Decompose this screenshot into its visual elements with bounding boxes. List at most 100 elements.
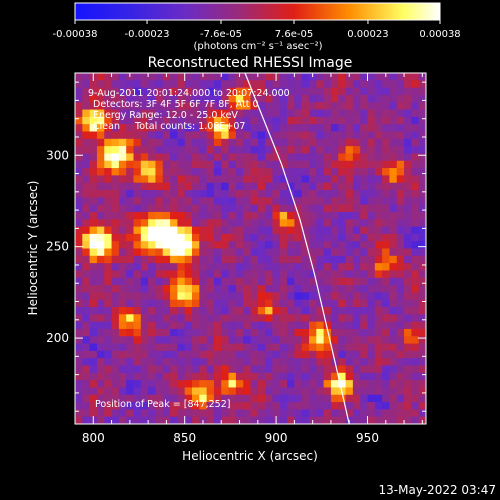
heatmap-cell — [352, 343, 361, 352]
heatmap-cell — [162, 146, 171, 155]
heatmap-cell — [228, 402, 237, 410]
heatmap-cell — [228, 328, 237, 337]
heatmap-cell — [367, 328, 376, 337]
heatmap-cell — [323, 270, 332, 279]
heatmap-cell — [221, 233, 230, 242]
heatmap-cell — [338, 226, 347, 235]
heatmap-cell — [148, 394, 157, 403]
heatmap-cell — [104, 80, 113, 89]
heatmap-cell — [89, 387, 98, 396]
heatmap-cell — [162, 255, 171, 264]
heatmap-cell — [199, 109, 208, 118]
heatmap-cell — [243, 124, 252, 133]
heatmap-cell — [338, 153, 347, 162]
heatmap-cell — [118, 307, 127, 315]
heatmap-cell — [104, 292, 113, 301]
heatmap-cell — [140, 416, 149, 424]
heatmap-cell — [316, 219, 325, 228]
heatmap-cell — [374, 343, 383, 352]
heatmap-cell — [140, 153, 149, 162]
heatmap-cell — [352, 270, 361, 279]
heatmap-cell — [148, 336, 157, 345]
heatmap-cell — [287, 175, 295, 184]
heatmap-cell — [82, 226, 91, 235]
heatmap-cell — [330, 380, 339, 389]
heatmap-cell — [250, 321, 259, 330]
heatmap-cell — [411, 343, 420, 352]
heatmap-cell — [192, 197, 200, 206]
heatmap-cell — [279, 328, 288, 337]
heatmap-cell — [418, 277, 426, 286]
heatmap-cell — [118, 190, 127, 198]
heatmap-cell — [75, 226, 83, 235]
heatmap-cell — [118, 409, 127, 418]
heatmap-cell — [162, 87, 171, 96]
heatmap-cell — [228, 241, 237, 250]
heatmap-cell — [184, 277, 193, 286]
x-axis-label: Heliocentric X (arcsec) — [182, 449, 318, 463]
heatmap-cell — [279, 409, 288, 418]
heatmap-cell — [213, 116, 222, 125]
heatmap-cell — [404, 292, 412, 301]
heatmap-cell — [338, 182, 347, 191]
heatmap-cell — [148, 299, 157, 308]
heatmap-cell — [184, 365, 193, 374]
heatmap-cell — [133, 314, 142, 323]
heatmap-cell — [360, 102, 369, 111]
heatmap-cell — [162, 241, 171, 250]
heatmap-cell — [170, 314, 178, 323]
heatmap-cell — [133, 131, 142, 140]
heatmap-cell — [118, 380, 127, 389]
heatmap-cell — [367, 204, 376, 213]
heatmap-cell — [345, 102, 354, 111]
heatmap-cell — [206, 277, 215, 286]
heatmap-cell — [404, 94, 412, 103]
heatmap-cell — [389, 263, 398, 272]
heatmap-cell — [352, 350, 361, 359]
heatmap-cell — [155, 73, 164, 81]
heatmap-cell — [177, 116, 186, 125]
heatmap-cell — [213, 299, 222, 308]
heatmap-cell — [382, 138, 391, 147]
heatmap-cell — [257, 299, 266, 308]
heatmap-cell — [374, 328, 383, 337]
heatmap-cell — [213, 277, 222, 286]
heatmap-cell — [374, 285, 383, 293]
heatmap-cell — [272, 314, 281, 323]
heatmap-cell — [396, 226, 405, 235]
heatmap-cell — [155, 102, 164, 111]
heatmap-cell — [265, 233, 274, 242]
heatmap-cell — [294, 416, 303, 424]
heatmap-cell — [184, 299, 193, 308]
heatmap-cell — [338, 241, 347, 250]
heatmap-cell — [221, 138, 230, 147]
heatmap-cell — [352, 402, 361, 410]
heatmap-cell — [272, 336, 281, 345]
heatmap-cell — [155, 350, 164, 359]
heatmap-cell — [389, 87, 398, 96]
heatmap-cell — [140, 168, 149, 176]
heatmap-cell — [404, 372, 412, 381]
heatmap-cell — [192, 241, 200, 250]
heatmap-cell — [89, 285, 98, 293]
heatmap-cell — [148, 124, 157, 133]
heatmap-cell — [265, 358, 274, 367]
heatmap-cell — [126, 80, 135, 89]
heatmap-cell — [140, 73, 149, 81]
heatmap-cell — [352, 94, 361, 103]
heatmap-cell — [389, 277, 398, 286]
heatmap-cell — [148, 87, 157, 96]
heatmap-cell — [265, 372, 274, 381]
heatmap-cell — [199, 153, 208, 162]
heatmap-cell — [418, 372, 426, 381]
heatmap-cell — [389, 197, 398, 206]
heatmap-cell — [221, 197, 230, 206]
heatmap-cell — [345, 80, 354, 89]
heatmap-cell — [96, 168, 105, 176]
heatmap-cell — [404, 204, 412, 213]
heatmap-cell — [75, 146, 83, 155]
heatmap-cell — [396, 307, 405, 315]
heatmap-cell — [360, 321, 369, 330]
heatmap-cell — [177, 380, 186, 389]
heatmap-cell — [360, 372, 369, 381]
